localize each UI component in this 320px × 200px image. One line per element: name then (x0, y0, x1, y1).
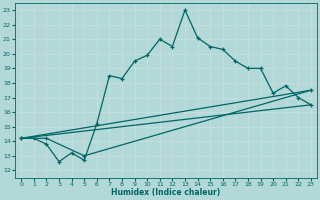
X-axis label: Humidex (Indice chaleur): Humidex (Indice chaleur) (111, 188, 221, 197)
